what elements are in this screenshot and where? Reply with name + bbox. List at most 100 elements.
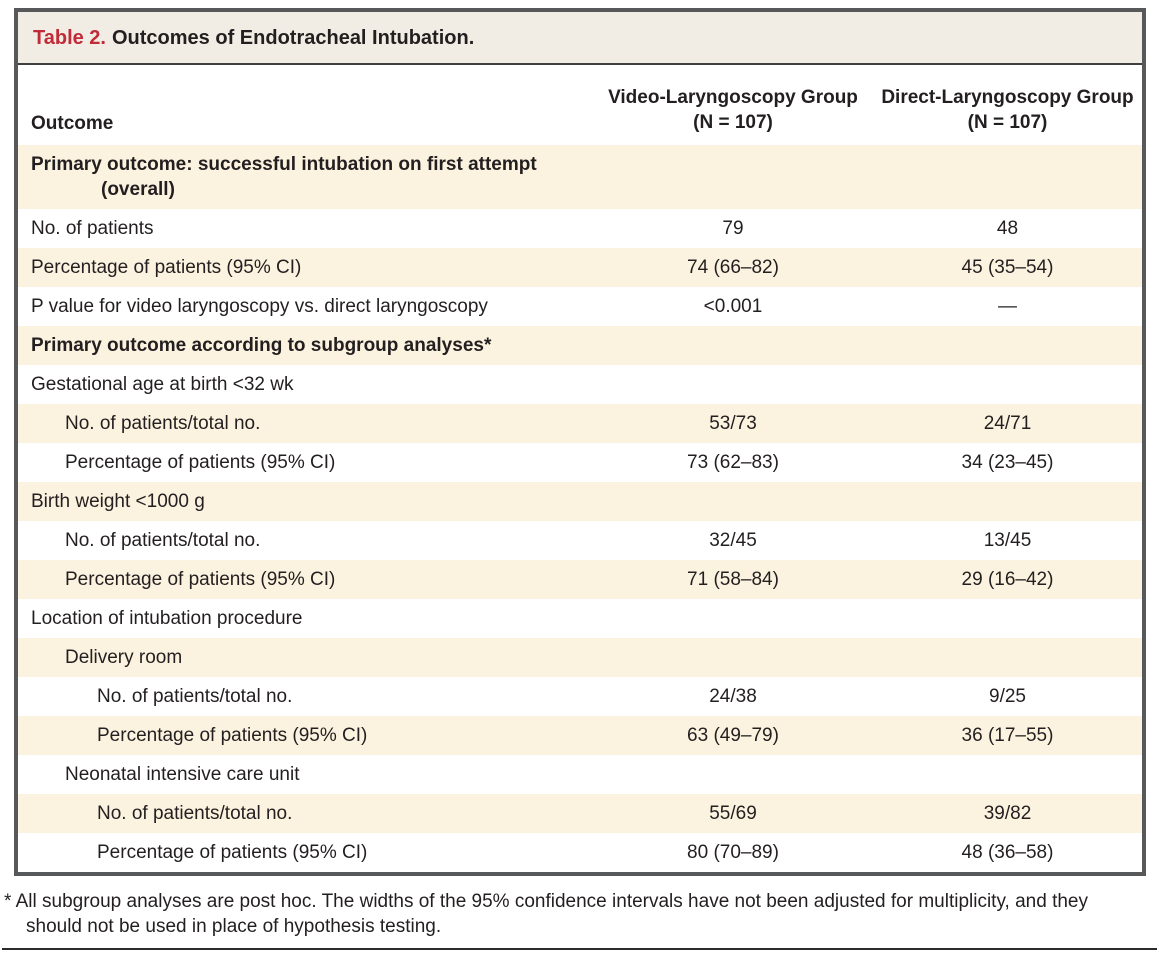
outcome-label: Delivery room — [65, 647, 183, 668]
direct-value-cell: 45 (35–54) — [961, 257, 1054, 278]
outcome-label: Percentage of patients (95% CI) — [65, 452, 336, 473]
table-row: Primary outcome according to subgroup an… — [18, 326, 1142, 365]
table-number-label: Table 2. — [33, 27, 106, 49]
outcome-cell: P value for video laryngoscopy vs. direc… — [18, 287, 593, 326]
video-value-cell — [593, 170, 873, 184]
direct-value-cell: 29 (16–42) — [961, 569, 1054, 590]
table-row: Neonatal intensive care unit — [18, 755, 1142, 794]
outcome-cell: No. of patients/total no. — [18, 404, 593, 443]
table-footnote: * All subgroup analyses are post hoc. Th… — [4, 891, 1089, 937]
table-row: Percentage of patients (95% CI) 63 (49–7… — [18, 716, 1142, 755]
outcome-cell: Primary outcome according to subgroup an… — [18, 326, 593, 365]
outcome-cell: Primary outcome: successful intubation o… — [18, 145, 593, 209]
outcome-cell: Location of intubation procedure — [18, 599, 593, 638]
column-header-video-name: Video-Laryngoscopy Group — [608, 87, 858, 108]
direct-value-cell — [873, 170, 1142, 184]
direct-value-cell: 48 — [996, 218, 1019, 239]
table-row: No. of patients/total no. 24/38 9/25 — [18, 677, 1142, 716]
outcome-label: No. of patients/total no. — [65, 413, 261, 434]
outcome-cell: No. of patients/total no. — [18, 521, 593, 560]
direct-value-cell: 36 (17–55) — [961, 725, 1054, 746]
outcome-label: Location of intubation procedure — [31, 608, 303, 629]
table-title: Table 2. Outcomes of Endotracheal Intubat… — [18, 12, 1142, 65]
table-row: No. of patients/total no. 53/73 24/71 — [18, 404, 1142, 443]
video-value-cell: 53/73 — [709, 413, 757, 434]
video-value-cell: 24/38 — [709, 686, 757, 707]
video-value-cell: 32/45 — [709, 530, 757, 551]
direct-value-cell — [873, 495, 1142, 509]
outcome-label: Gestational age at birth <32 wk — [31, 374, 294, 395]
direct-value-cell — [873, 378, 1142, 392]
video-value-cell: 73 (62–83) — [687, 452, 779, 473]
column-header-direct-name: Direct-Laryngoscopy Group — [881, 87, 1134, 108]
table-row: Percentage of patients (95% CI) 71 (58–8… — [18, 560, 1142, 599]
outcome-cell: No. of patients/total no. — [18, 794, 593, 833]
outcome-label: Percentage of patients (95% CI) — [31, 257, 302, 278]
outcome-cell: Percentage of patients (95% CI) — [18, 716, 593, 755]
table-body: Primary outcome: successful intubation o… — [18, 145, 1142, 872]
table-row: Percentage of patients (95% CI) 74 (66–8… — [18, 248, 1142, 287]
outcome-cell: Neonatal intensive care unit — [18, 755, 593, 794]
direct-value-cell: 48 (36–58) — [961, 842, 1054, 863]
column-header-outcome: Outcome — [31, 113, 114, 134]
column-header-video-group: Video-Laryngoscopy Group (N = 107) — [593, 85, 873, 135]
table-header-row: Outcome Video-Laryngoscopy Group (N = 10… — [18, 65, 1142, 145]
outcome-label: No. of patients — [31, 218, 154, 239]
column-header-video-n: (N = 107) — [693, 112, 773, 133]
outcome-label: Percentage of patients (95% CI) — [65, 569, 336, 590]
outcome-label: Primary outcome according to subgroup an… — [31, 335, 492, 356]
column-header-direct-group: Direct-Laryngoscopy Group (N = 107) — [873, 85, 1142, 135]
outcome-cell: Gestational age at birth <32 wk — [18, 365, 593, 404]
table-row: P value for video laryngoscopy vs. direc… — [18, 287, 1142, 326]
direct-value-cell — [873, 612, 1142, 626]
video-value-cell — [593, 495, 873, 509]
outcome-cell: No. of patients — [18, 209, 593, 248]
outcome-label: Primary outcome: successful intubation o… — [31, 154, 537, 200]
video-value-cell — [593, 612, 873, 626]
video-value-cell — [593, 651, 873, 665]
outcome-cell: Percentage of patients (95% CI) — [18, 833, 593, 872]
table-row: Percentage of patients (95% CI) 73 (62–8… — [18, 443, 1142, 482]
outcome-label: No. of patients/total no. — [97, 803, 293, 824]
column-header-direct-n: (N = 107) — [967, 112, 1048, 133]
video-value-cell — [593, 339, 873, 353]
outcome-label: Birth weight <1000 g — [31, 491, 205, 512]
table-row: No. of patients/total no. 55/69 39/82 — [18, 794, 1142, 833]
video-value-cell: 63 (49–79) — [687, 725, 779, 746]
outcome-label: P value for video laryngoscopy vs. direc… — [31, 296, 488, 317]
video-value-cell: <0.001 — [703, 296, 763, 317]
table-title-text: Outcomes of Endotracheal Intubation. — [112, 27, 475, 49]
direct-value-cell: 9/25 — [989, 686, 1026, 707]
video-value-cell — [593, 378, 873, 392]
outcomes-table: Table 2. Outcomes of Endotracheal Intubat… — [14, 8, 1146, 876]
video-value-cell: 55/69 — [709, 803, 757, 824]
direct-value-cell: 24/71 — [983, 413, 1032, 434]
direct-value-cell — [873, 768, 1142, 782]
table-row: Primary outcome: successful intubation o… — [18, 145, 1142, 209]
video-value-cell: 74 (66–82) — [687, 257, 779, 278]
bottom-rule — [2, 948, 1157, 950]
table-row: Gestational age at birth <32 wk — [18, 365, 1142, 404]
outcome-cell: No. of patients/total no. — [18, 677, 593, 716]
outcome-cell: Delivery room — [18, 638, 593, 677]
table-row: No. of patients/total no. 32/45 13/45 — [18, 521, 1142, 560]
direct-value-cell: 13/45 — [983, 530, 1032, 551]
table-row: Delivery room — [18, 638, 1142, 677]
video-value-cell: 79 — [722, 218, 744, 239]
outcome-label: Percentage of patients (95% CI) — [97, 725, 368, 746]
direct-value-cell — [873, 651, 1142, 665]
table-row: No. of patients 79 48 — [18, 209, 1142, 248]
video-value-cell: 80 (70–89) — [687, 842, 779, 863]
direct-value-cell: 39/82 — [983, 803, 1032, 824]
outcome-cell: Birth weight <1000 g — [18, 482, 593, 521]
video-value-cell — [593, 768, 873, 782]
outcome-label: Percentage of patients (95% CI) — [97, 842, 368, 863]
direct-value-cell — [873, 339, 1142, 353]
outcome-cell: Percentage of patients (95% CI) — [18, 443, 593, 482]
direct-value-cell: 34 (23–45) — [961, 452, 1054, 473]
outcome-label: No. of patients/total no. — [65, 530, 261, 551]
table-row: Location of intubation procedure — [18, 599, 1142, 638]
video-value-cell: 71 (58–84) — [687, 569, 779, 590]
table-row: Birth weight <1000 g — [18, 482, 1142, 521]
table-row: Percentage of patients (95% CI) 80 (70–8… — [18, 833, 1142, 872]
